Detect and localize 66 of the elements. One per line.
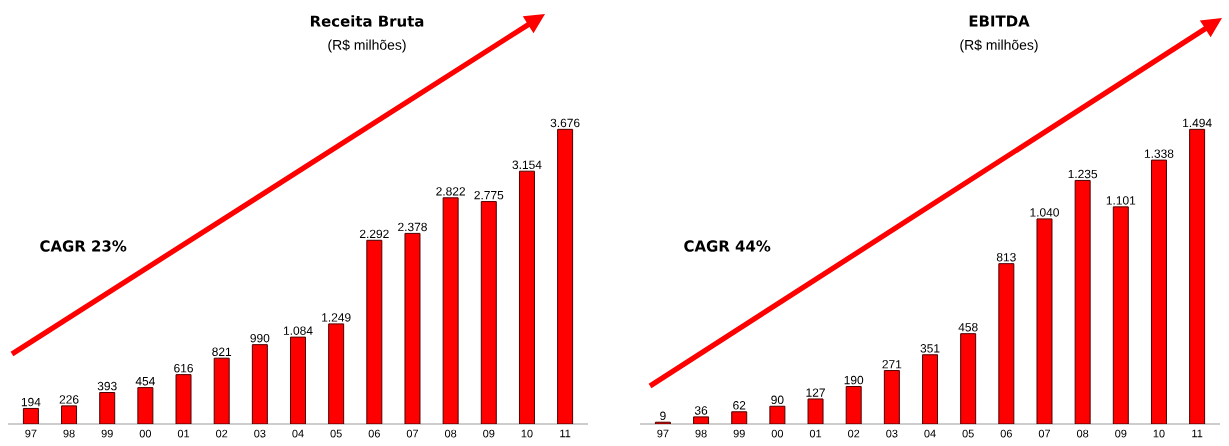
x-tick-label: 02 (848, 429, 860, 438)
data-label: 393 (97, 381, 117, 391)
data-label: 2.775 (474, 190, 504, 200)
x-tick-label: 07 (406, 429, 419, 438)
x-tick-label: 01 (809, 429, 822, 438)
data-label: 90 (771, 395, 784, 405)
data-label: 62 (733, 401, 746, 410)
data-label: 1.101 (1106, 196, 1136, 205)
chart-subtitle: (R$ milhões) (328, 39, 406, 53)
data-label: 2.292 (359, 229, 389, 239)
x-tick-label: 08 (1076, 429, 1089, 438)
data-label: 2.822 (436, 187, 465, 196)
x-tick-label: 02 (216, 429, 228, 438)
data-label: 821 (212, 347, 232, 356)
x-tick-label: 06 (1000, 429, 1012, 438)
data-label: 990 (250, 333, 270, 343)
data-label: 226 (59, 395, 79, 404)
x-tick-label: 00 (139, 429, 152, 438)
x-tick-label: 08 (444, 429, 457, 438)
chart-subtitle: (R$ milhões) (960, 39, 1038, 53)
data-label: 3.154 (512, 160, 542, 169)
data-label: 1.235 (1068, 169, 1098, 179)
x-tick-label: 98 (695, 429, 707, 438)
x-tick-label: 97 (657, 429, 669, 438)
data-label: 3.676 (550, 118, 580, 128)
x-tick-label: 09 (1115, 429, 1127, 438)
data-label: 2.378 (398, 222, 427, 232)
x-tick-label: 05 (330, 429, 342, 438)
data-label: 9 (660, 411, 666, 421)
data-label: 1.084 (283, 326, 313, 335)
data-label: 1.338 (1144, 149, 1174, 158)
x-tick-label: 09 (483, 429, 495, 438)
x-tick-label: 07 (1038, 429, 1051, 438)
data-label: 271 (882, 360, 902, 369)
data-label: 616 (174, 363, 193, 373)
x-tick-label: 98 (63, 429, 75, 438)
chart-title: EBITDA (969, 15, 1030, 27)
x-tick-label: 03 (886, 429, 898, 438)
data-label: 127 (806, 388, 825, 397)
data-label: 194 (21, 397, 41, 407)
x-tick-label: 10 (521, 429, 533, 438)
data-label: 813 (996, 253, 1016, 262)
x-tick-label: 03 (254, 429, 266, 438)
x-tick-label: 10 (1153, 429, 1165, 438)
x-tick-label: 00 (771, 429, 784, 438)
x-tick-label: 04 (292, 429, 304, 438)
data-label: 190 (844, 375, 864, 385)
data-label: 36 (694, 406, 708, 415)
data-label: 1.494 (1183, 118, 1212, 128)
data-label: 1.249 (322, 313, 351, 322)
x-tick-label: 11 (1192, 429, 1203, 438)
data-label: 458 (958, 323, 978, 332)
x-tick-label: 97 (25, 429, 37, 438)
data-label: 1.040 (1030, 208, 1059, 217)
x-tick-label: 05 (962, 429, 974, 438)
x-tick-label: 99 (733, 429, 745, 438)
x-tick-label: 99 (101, 429, 113, 438)
x-tick-label: 06 (368, 429, 380, 438)
data-label: 454 (135, 377, 155, 386)
annotation: CAGR 23% (40, 240, 127, 252)
annotation: CAGR 44% (684, 240, 771, 252)
x-tick-label: 01 (177, 429, 190, 438)
data-label: 351 (920, 344, 940, 353)
chart-title: Receita Bruta (310, 15, 424, 27)
x-tick-label: 04 (924, 429, 936, 438)
x-tick-label: 11 (560, 429, 571, 438)
